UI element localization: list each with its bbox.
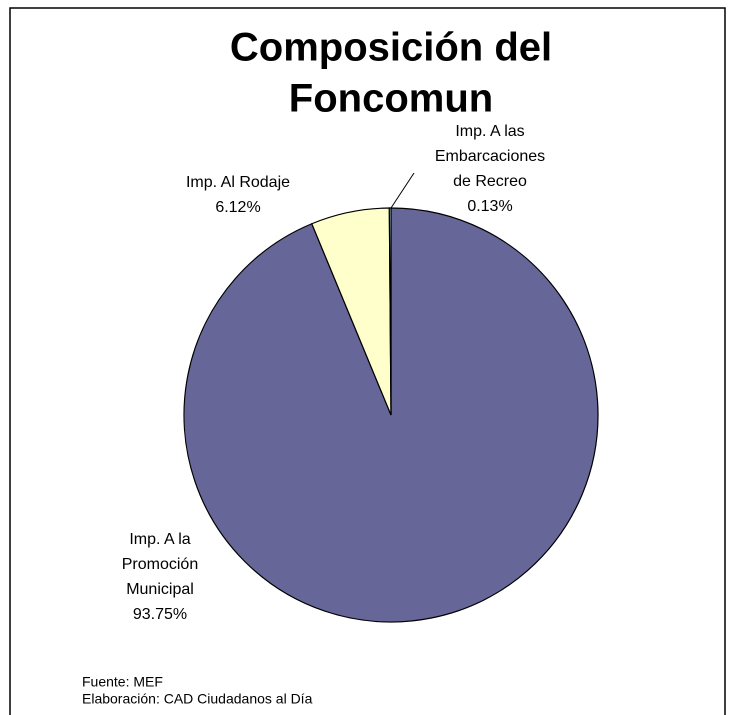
slice-label: Embarcaciones [435,148,545,165]
value-label: 93.75% [133,606,187,623]
footnote: Elaboración: CAD Ciudadanos al Día [82,691,313,707]
slice-label: Promoción [122,556,198,573]
leader-line [390,172,415,209]
slice-label: Imp. A la [129,531,190,548]
footnote: Fuente: MEF [82,674,163,690]
slice-label: de Recreo [453,173,527,190]
value-label: 0.13% [467,198,512,215]
slice-label: Imp. Al Rodaje [186,174,290,191]
slice-label: Municipal [126,581,194,598]
value-label: 6.12% [215,199,260,216]
slice-label: Imp. A las [455,123,524,140]
chart-title: Foncomun [289,77,493,121]
chart-title: Composición del [230,26,552,70]
pie-slice [388,207,392,416]
